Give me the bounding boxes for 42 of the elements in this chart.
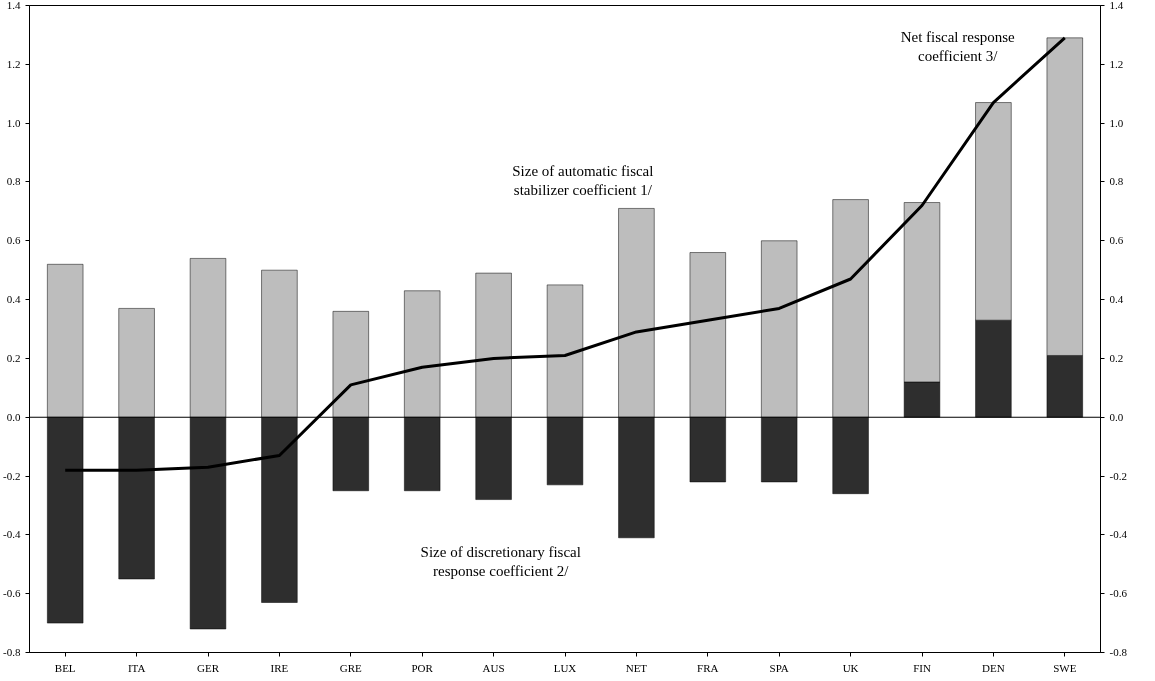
y2-tick-label: 0.6 <box>1109 234 1124 247</box>
x-tick-label: LUX <box>553 661 577 674</box>
y-tick-label: -0.6 <box>3 587 21 600</box>
y-tick-label: 1.0 <box>6 116 21 129</box>
x-tick-label: DEN <box>982 661 1005 674</box>
y2-tick-label: 0.2 <box>1109 351 1124 364</box>
x-tick-label: SPA <box>769 661 789 674</box>
y2-tick-label: 0.8 <box>1109 175 1124 188</box>
x-tick-label: SWE <box>1053 661 1077 674</box>
y-tick-label: -0.4 <box>3 528 21 541</box>
x-tick-label: FRA <box>697 661 719 674</box>
y2-tick-label: -0.4 <box>1109 528 1128 541</box>
text: Size of discretionary fiscal response coefficient 2/ <box>420 543 581 579</box>
y-tick-label: 0.0 <box>6 410 21 423</box>
x-tick-label: IRE <box>270 661 289 674</box>
x-tick-label: ITA <box>127 661 146 674</box>
x-tick-label: GRE <box>339 661 363 674</box>
y-tick-label: -0.2 <box>3 469 21 482</box>
y2-tick-label: -0.6 <box>1109 587 1128 600</box>
y2-tick-label: -0.2 <box>1109 469 1127 482</box>
y-tick-label: 1.2 <box>6 57 21 70</box>
y-tick-label: -0.8 <box>3 646 21 658</box>
series-label: Net fiscal response coefficient 3/ <box>900 29 1016 65</box>
y2-tick-label: 1.2 <box>1109 57 1124 70</box>
series-label: Size of automatic fiscal stabilizer coefficient 1/ <box>512 162 654 199</box>
y-tick-label: 1.4 <box>6 0 21 11</box>
x-tick-label: NET <box>625 661 648 674</box>
y2-tick-label: 1.4 <box>1109 0 1124 11</box>
x-tick-label: FIN <box>913 661 931 674</box>
x-tick-label: GER <box>197 661 220 674</box>
y-tick-label: 0.2 <box>6 351 21 364</box>
y-tick-label: 0.4 <box>6 293 21 306</box>
y-tick-label: 0.8 <box>6 175 21 188</box>
x-tick-label: AUS <box>482 661 505 674</box>
x-tick-label: POR <box>411 661 434 674</box>
y2-tick-label: 0.0 <box>1109 410 1124 423</box>
y2-tick-label: 0.4 <box>1109 293 1124 306</box>
y2-tick-label: 1.0 <box>1109 116 1124 129</box>
y2-tick-label: -0.8 <box>1109 646 1128 658</box>
y-tick-label: 0.6 <box>6 234 21 247</box>
x-tick-label: BEL <box>54 661 76 674</box>
x-tick-label: UK <box>842 661 859 674</box>
